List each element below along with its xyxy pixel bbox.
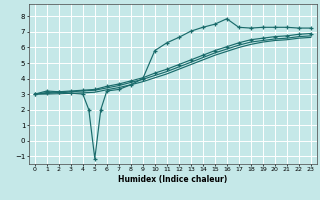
- X-axis label: Humidex (Indice chaleur): Humidex (Indice chaleur): [118, 175, 228, 184]
